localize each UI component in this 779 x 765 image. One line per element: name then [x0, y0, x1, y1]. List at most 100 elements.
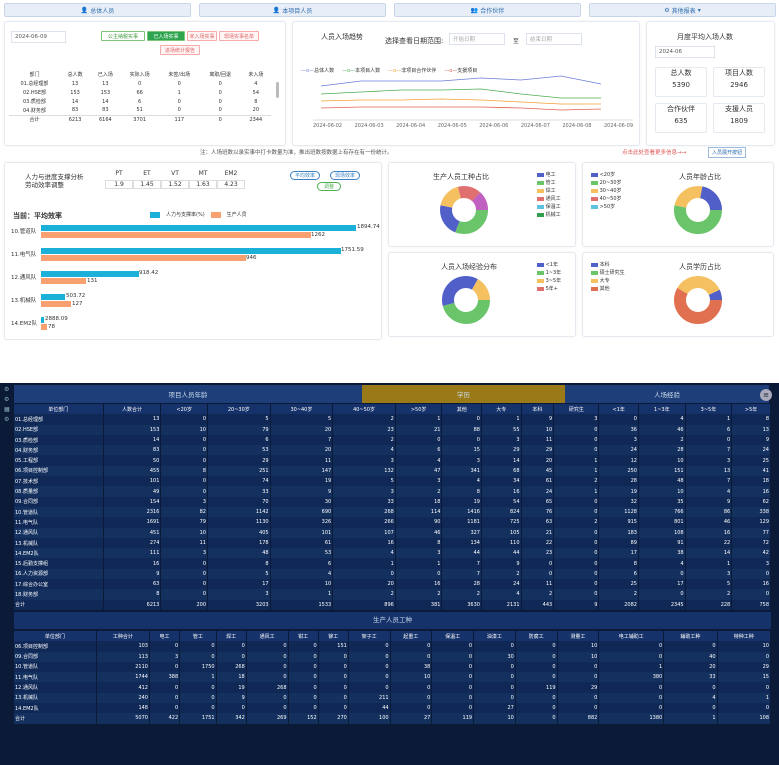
table-row: 06.项目控制部 455 8 251 147 132 47 341 68 45 1 250 151 13 4…	[14, 465, 771, 477]
col-header[interactable]: 本科	[521, 404, 555, 415]
date-picker[interactable]: 2024-06-09	[11, 31, 66, 43]
trade-pie-panel: 生产人员工种占比 电工 管工 焊工 通风工 保温工 机械工	[388, 162, 576, 247]
col-header[interactable]: >50岁	[395, 404, 443, 415]
col-header[interactable]: 研究生	[553, 404, 600, 415]
stat-total: 总人数 5390	[655, 67, 707, 97]
edu-legend: 本科 硕士研究生 大专 其他	[591, 261, 625, 293]
stat-project: 项目人数 2946	[713, 67, 765, 97]
table-row: 12.通风队 412 0 0 19 268 0 0 0 0 0 0 119 29 0 0 0	[14, 682, 772, 693]
side-icons: ⚙ ⚙ ▦ ⚙	[4, 385, 12, 425]
menu-icon[interactable]: ≡	[760, 389, 772, 401]
table-row: 08.质量部 49 0 33 9 3 2 8 16 24 1 19 10 4 16	[14, 486, 771, 497]
tab-not-entered[interactable]: 未入场实事	[187, 31, 217, 41]
age-legend: <20岁 20~30岁 30~40岁 40~50岁 >50岁	[591, 171, 622, 211]
col-header[interactable]: 起重工	[390, 630, 433, 642]
trend-panel: 人员入场趋势 选择查看日期范围: 开始日期 至 结束日期 —o—总体人数 —o—…	[292, 21, 640, 146]
table-row: 17.综合办公室 63 0 17 10 20 16 28 24 11 0 25 17 5 16	[14, 579, 771, 590]
user-icon: 👤	[80, 6, 89, 14]
export-icon: ⚙	[4, 416, 10, 423]
other-reports-button[interactable]: ⚙ 其他报表 ▾	[589, 3, 776, 17]
date-range-label: 选择查看日期范围:	[385, 37, 444, 45]
trade-table: 单位部门 工种合计 电工 管工 焊工 通风工 钳工 铆工 架子工 起重工 保温工 油漆工 防腐工 测量工电…	[14, 630, 772, 724]
trade-pie-chart	[440, 186, 488, 234]
col-header[interactable]: 油漆工	[473, 630, 516, 642]
col-header[interactable]: 管工	[179, 630, 217, 642]
table-row: 01.总经理部 13 0 5 5 2 1 0 1 9 3 0 4 1 8	[14, 414, 771, 425]
table-row: 合计 6213 200 3203 1533 896 381 3630 2131 443 9 2082 2…	[14, 599, 771, 610]
site-eff-button[interactable]: 现场效率	[330, 171, 361, 180]
adjust-button[interactable]: 调整	[317, 182, 342, 191]
tab-report[interactable]: 进场统计报告	[160, 45, 200, 55]
filter-icon: ⚙	[4, 396, 10, 403]
col-header[interactable]: 大专	[481, 404, 522, 415]
col-header[interactable]: 工种合计	[96, 630, 150, 642]
col-header[interactable]: 通风工	[246, 630, 289, 642]
col-header[interactable]: 铆工	[318, 630, 349, 642]
col-header[interactable]: >5年	[731, 404, 771, 415]
col-header[interactable]: 其他	[441, 404, 482, 415]
col-header[interactable]: 测量工	[557, 630, 600, 642]
col-header[interactable]: 1~3年	[638, 404, 686, 415]
efficiency-panel: 人力与进度支撑分析 劳动效率调整 PT ET VT MT EM2 1.9 1.45 1.52 1…	[4, 162, 382, 340]
col-header[interactable]: 20~30岁	[207, 404, 271, 415]
col-header[interactable]: 40~50岁	[332, 404, 396, 415]
table-row: 10.管道队 2110 0 1750 268 0 0 0 0 38 0 0 0 0 1 20 29	[14, 661, 772, 673]
table-row: 15.后勤支撑组 16 0 8 6 1 1 7 9 0 0 8 4 1 3	[14, 558, 771, 569]
monthly-panel: 月度平均入场人数 2024-06 总人数 5390 项目人数 2946 合作伙伴 63…	[646, 21, 775, 146]
table-row: 16.人力资源部 9 0 5 4 0 0 7 2 0 0 6 0 3 0	[14, 568, 771, 580]
expand-button[interactable]: 入员展开按钮	[708, 147, 747, 158]
more-link[interactable]: 点击此处查看更多信息→→	[622, 150, 687, 156]
table-row: 03.质检部 14 14 6 0 0 8	[22, 98, 258, 106]
col-header[interactable]: 钳工	[288, 630, 319, 642]
col-header[interactable]: 焊工	[216, 630, 247, 642]
tab-roster[interactable]: 现场实事名单	[219, 31, 259, 41]
col-header[interactable]: 电工	[149, 630, 181, 642]
tab-entered[interactable]: 已入场实事	[147, 31, 185, 41]
scrollbar[interactable]	[276, 82, 279, 98]
col-header[interactable]: 3~5年	[685, 404, 733, 415]
stat-partner: 合作伙伴 635	[655, 103, 707, 133]
group-header: 项目人员年龄 学历 人场经验	[14, 385, 769, 403]
project-staff-button[interactable]: 👤 本项目人员	[199, 3, 386, 17]
avg-eff-button[interactable]: 平均效率	[290, 171, 321, 180]
table-row: 03.质检部 14 0 6 7 2 0 0 3 11 0 3 2 0 9	[14, 434, 771, 446]
age-edu-table: 单位部门 人数合计 <20岁 20~30岁 30~40岁 40~50岁 >50岁 其他 大专 本科…	[14, 404, 771, 610]
trend-legend: —o—总体人数 —o—本项目人数 —o—非项目合作伙伴 —o—支援项目	[301, 68, 478, 74]
trend-title: 人员入场趋势	[321, 33, 363, 41]
trade-pie-title: 生产人员工种占比	[433, 173, 489, 181]
exp-pie-panel: 人员入场经验分布 <1年 1~3年 3~5年 5年+	[388, 252, 576, 337]
table-row: 06.项目控制部 103 0 0 0 0 0 151 0 0 0 0 0 10 0 0 10	[14, 641, 772, 652]
end-date-input[interactable]: 结束日期	[526, 33, 582, 45]
col-header[interactable]: 辅助工种	[663, 630, 718, 642]
overall-staff-button[interactable]: 👤 总体人员	[4, 3, 191, 17]
month-picker[interactable]: 2024-06	[655, 46, 715, 58]
monthly-title: 月度平均入场人数	[677, 33, 733, 41]
current-label: 当前：平均效率	[13, 212, 62, 220]
col-header[interactable]: 单位部门	[14, 404, 104, 415]
exp-legend: <1年 1~3年 3~5年 5年+	[537, 261, 561, 293]
age-pie-panel: 人员年龄占比 <20岁 20~30岁 30~40岁 40~50岁 >50岁	[582, 162, 774, 247]
note-text: 注：人场班数以录实事中打卡数量为准，推出班数按数据上有存在有一份统计。	[200, 150, 393, 156]
col-header[interactable]: 30~40岁	[270, 404, 334, 415]
col-header[interactable]: 架子工	[348, 630, 391, 642]
col-header[interactable]: 单位部门	[14, 630, 97, 642]
table-row: 11.电气队 1691 79 1130 326 266 90 1181 725 63 2 915 801…	[14, 517, 771, 528]
col-header[interactable]: <20岁	[160, 404, 208, 415]
eff-title: 人力与进度支撑分析 劳动效率调整	[25, 173, 84, 189]
table-row: 07.技术部 101 0 74 19 5 3 4 34 61 2 28 48 7 18	[14, 476, 771, 487]
exp-pie-title: 人员入场经验分布	[441, 263, 497, 271]
table-row: 10.管道队 2316 82 1142 690 268 114 1416 824 76 0 1128 7…	[14, 506, 771, 518]
col-header[interactable]: 保温工	[431, 630, 475, 642]
partner-button[interactable]: 👥 合作伙伴	[394, 3, 581, 17]
dark-dashboard: ⚙ ⚙ ▦ ⚙ 项目人员年龄 学历 人场经验 ≡ 单位部门 人数合计 <20岁 20~30岁…	[0, 383, 779, 765]
col-header[interactable]: <1年	[598, 404, 639, 415]
col-header[interactable]: 防腐工	[515, 630, 558, 642]
table-row: 合计 6213 6164 3701 117 0 2344	[9, 115, 271, 124]
edu-pie-chart	[674, 276, 722, 324]
start-date-input[interactable]: 开始日期	[449, 33, 505, 45]
col-header[interactable]: 电工辅助工	[598, 630, 665, 642]
tab-tax[interactable]: 公主纳税实事	[101, 31, 145, 41]
col-header[interactable]: 特种工种	[717, 630, 772, 642]
col-header[interactable]: 人数合计	[103, 404, 162, 415]
table-row: 09.合同部 113 3 0 0 0 0 0 0 0 0 30 0 10 0 40 0	[14, 651, 772, 662]
